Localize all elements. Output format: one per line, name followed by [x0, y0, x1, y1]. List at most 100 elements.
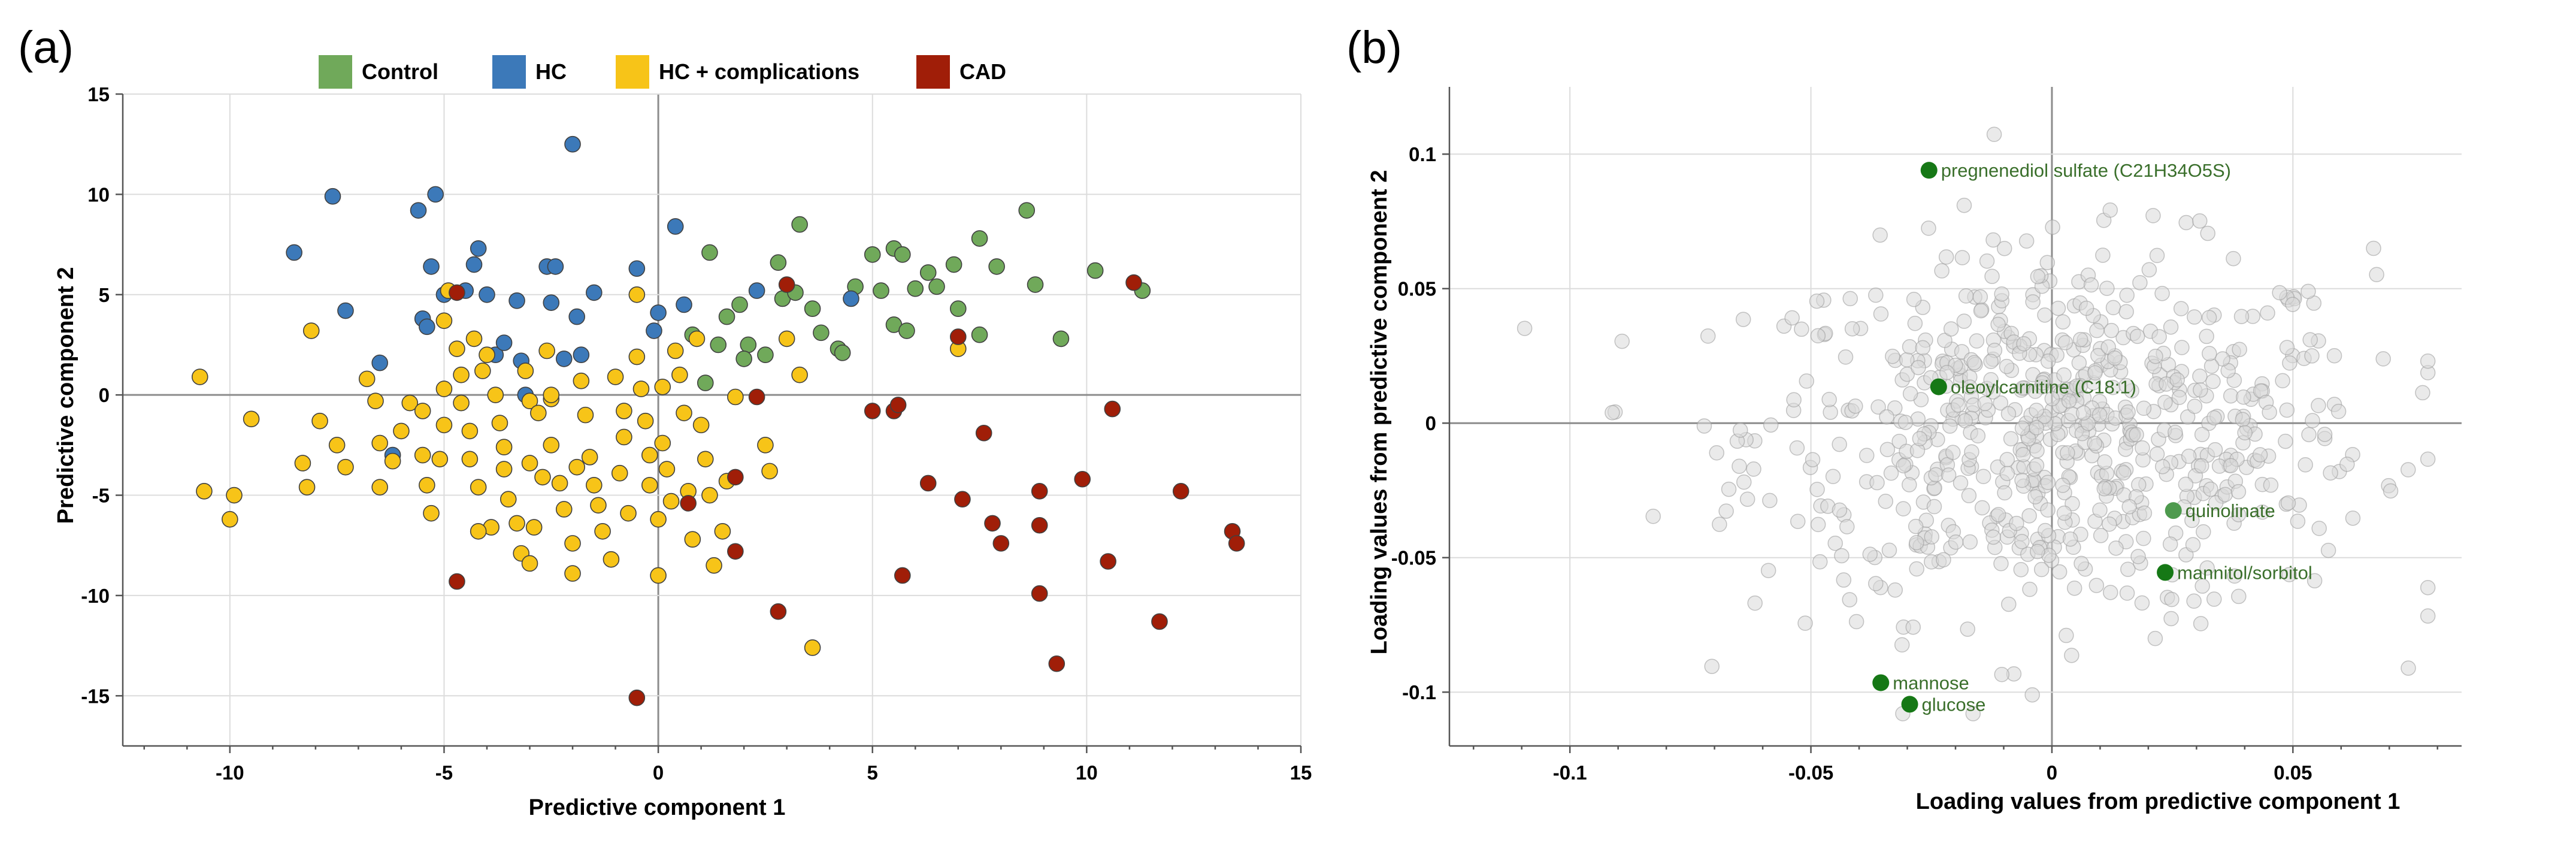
hc-complications-point	[521, 555, 538, 572]
loading-point	[2097, 454, 2112, 470]
cad-point	[727, 469, 744, 486]
loading-point	[1810, 516, 1826, 533]
loading-point	[1970, 428, 1986, 444]
hc-complications-point	[371, 479, 388, 495]
hc-point	[286, 244, 302, 261]
hc-complications-point	[714, 522, 731, 540]
loading-point	[2199, 560, 2215, 576]
loading-point	[2231, 588, 2247, 605]
loading-point	[2290, 513, 2306, 529]
loading-point	[1797, 615, 1813, 631]
loading-point	[2236, 389, 2251, 405]
loading-point	[1763, 417, 1779, 433]
loading-point	[2223, 458, 2239, 473]
loading-point	[1881, 542, 1897, 558]
loading-point	[1956, 197, 1972, 213]
loading-point	[2071, 355, 2087, 371]
loading-point	[2330, 403, 2347, 419]
hc-complications-point	[487, 386, 504, 403]
loading-point	[1945, 445, 1961, 460]
loading-point	[2078, 300, 2094, 316]
panel-a: (a) Control HC HC + complications CAD -10 -5…	[18, 22, 1312, 820]
series-hc	[286, 135, 859, 464]
loading-point	[2120, 561, 2136, 577]
loading-point	[2420, 451, 2436, 467]
loading-point	[1790, 513, 1806, 529]
loading-point	[1936, 552, 1951, 567]
cad-point	[889, 397, 907, 413]
loading-point	[2237, 425, 2253, 441]
loading-point	[2072, 331, 2088, 348]
hc-point	[748, 282, 765, 299]
hc-complications-point	[654, 378, 671, 395]
loading-point	[2401, 462, 2416, 478]
loading-point	[2108, 540, 2124, 556]
highlight-point-pregnenediol-sulfate-c21h34o5s	[1920, 162, 1938, 179]
loading-point	[1718, 503, 1734, 519]
loading-point	[1941, 467, 1957, 483]
highlight-pregnenediol-sulfate-c21h34o5s: pregnenediol sulfate (C21H34O5S)	[1920, 160, 2231, 181]
panel-b-ticks: -0.1 -0.05 0 0.05 0.1 0.05 0 -0.05 -0.1	[1391, 87, 2462, 784]
cad-point	[778, 276, 795, 293]
loading-point	[1735, 312, 1751, 327]
loading-point	[1983, 372, 1999, 388]
loading-point	[2317, 427, 2333, 442]
control-point	[919, 264, 937, 281]
loading-point	[2115, 465, 2132, 481]
loading-point	[1943, 321, 1959, 337]
loading-point	[2103, 322, 2120, 339]
loading-point	[2164, 591, 2180, 608]
loading-point	[2202, 346, 2217, 361]
loading-point	[1823, 404, 1838, 420]
panel-b-label: (b)	[1346, 22, 1402, 73]
hc-complications-point	[384, 452, 401, 470]
panel-b-xtick-label-0: -0.1	[1553, 762, 1587, 784]
loading-point	[2050, 300, 2066, 316]
loading-point	[1869, 475, 1885, 491]
loading-point	[2030, 543, 2045, 560]
control-point	[701, 244, 718, 261]
hc-complications-point	[692, 416, 710, 434]
loading-point	[2105, 300, 2121, 316]
hc-complications-point	[538, 342, 555, 359]
cad-point	[1228, 535, 1245, 552]
hc-complications-point	[525, 519, 543, 536]
loading-point	[1883, 465, 1899, 481]
loading-point	[2056, 505, 2072, 521]
loading-point	[1879, 409, 1894, 425]
loading-point	[2192, 213, 2208, 229]
loading-point	[2141, 262, 2157, 278]
loading-point	[2089, 322, 2105, 339]
loading-point	[2401, 660, 2416, 676]
loading-point	[2083, 277, 2099, 293]
cad-point	[954, 491, 971, 508]
loading-point	[2129, 328, 2145, 345]
hc-complications-point	[453, 394, 470, 412]
loading-point	[1985, 529, 2001, 545]
loading-point	[1872, 227, 1888, 243]
hc-complications-point	[650, 567, 667, 584]
loading-point	[2118, 304, 2134, 319]
loading-point	[1839, 519, 1855, 534]
loading-point	[1794, 321, 1809, 337]
loading-point	[2383, 483, 2399, 499]
loading-point	[2311, 521, 2327, 536]
legend-swatch-hc	[492, 55, 526, 89]
panel-a-x-axis-label: Predictive component 1	[529, 795, 786, 820]
hc-point	[423, 258, 440, 275]
loading-point	[2154, 286, 2170, 301]
loading-point	[2057, 335, 2073, 351]
loading-point	[1812, 554, 1828, 570]
loading-point	[2366, 240, 2381, 256]
loading-point	[1848, 614, 1864, 630]
control-point	[864, 246, 881, 263]
loading-point	[1838, 349, 1854, 365]
hc-complications-point	[654, 434, 671, 452]
panel-a-xtick-label-3: 5	[867, 762, 878, 784]
loading-point	[2252, 447, 2268, 463]
panel-a-grid	[123, 93, 1301, 746]
hc-point	[465, 256, 483, 273]
loading-point	[1996, 240, 2012, 256]
loading-point	[2173, 301, 2189, 316]
control-point	[945, 256, 962, 273]
